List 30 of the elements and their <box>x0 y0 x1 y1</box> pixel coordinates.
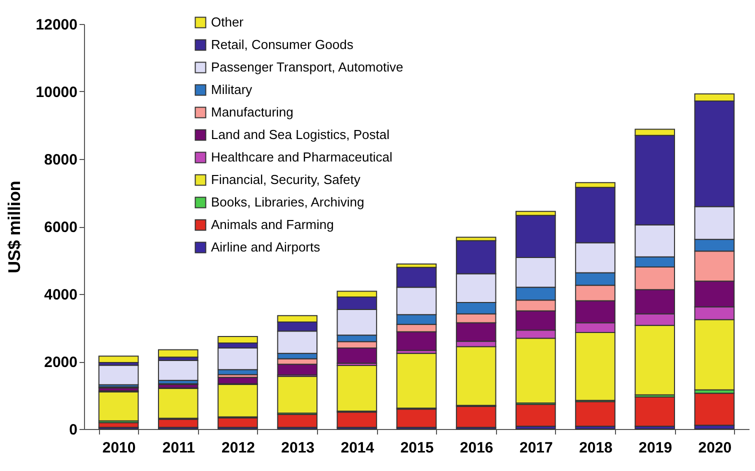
y-tick-label: 8000 <box>44 152 78 168</box>
legend-label: Other <box>211 14 244 30</box>
x-tick-label: 2011 <box>162 440 195 456</box>
x-tick-label: 2016 <box>460 440 494 456</box>
y-tick-label: 0 <box>69 422 78 438</box>
y-tick-label: 10000 <box>36 84 78 101</box>
legend-label: Healthcare and Pharmaceutical <box>211 150 392 164</box>
x-tick-label: 2013 <box>281 440 315 456</box>
legend-label: Books, Libraries, Archiving <box>211 194 364 210</box>
legend-label: Passenger Transport, Automotive <box>211 60 404 74</box>
x-tick-label: 2010 <box>102 440 136 456</box>
x-tick-label: 2018 <box>579 440 612 456</box>
legend-label: Retail, Consumer Goods <box>211 37 354 52</box>
y-tick-label: 6000 <box>44 219 78 236</box>
x-tick-label: 2019 <box>638 440 672 456</box>
x-tick-label: 2014 <box>340 440 375 456</box>
legend-label: Airline and Airports <box>211 240 321 254</box>
x-tick-label: 2020 <box>698 440 732 456</box>
x-tick-label: 2015 <box>400 440 434 456</box>
legend-label: Land and Sea Logistics, Postal <box>211 127 390 142</box>
x-tick-label: 2012 <box>222 440 255 456</box>
x-tick-label: 2017 <box>519 440 553 456</box>
legend-label: Military <box>211 82 253 97</box>
legend-label: Financial, Security, Safety <box>211 172 361 187</box>
legend-label: Manufacturing <box>211 104 294 120</box>
y-tick-label: 4000 <box>44 286 78 304</box>
y-axis-title: US$ million <box>4 180 24 274</box>
legend-label: Animals and Farming <box>211 217 334 232</box>
y-tick-label: 2000 <box>44 354 78 371</box>
y-tick-label: 12000 <box>36 16 78 34</box>
